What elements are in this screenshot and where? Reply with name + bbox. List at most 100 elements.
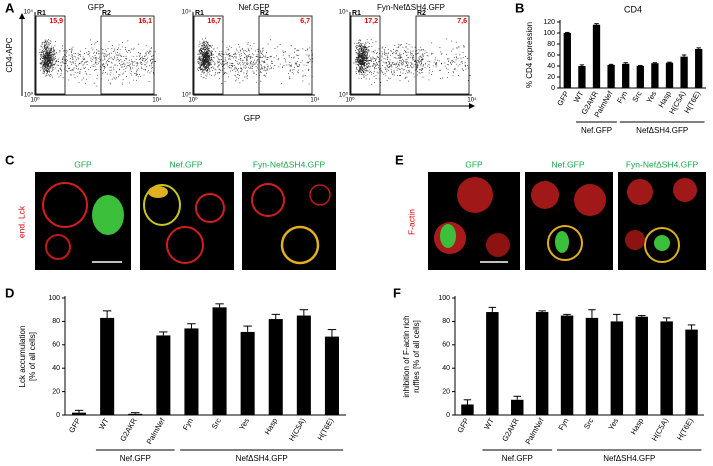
event-dot xyxy=(144,64,145,65)
event-dot xyxy=(289,57,290,58)
x-tick-label: PalmNef xyxy=(523,416,546,446)
event-dot xyxy=(237,69,238,70)
event-dot xyxy=(369,46,370,47)
event-dot xyxy=(371,61,372,62)
event-dot xyxy=(441,54,442,55)
event-dot xyxy=(404,61,405,62)
event-dot xyxy=(240,58,241,59)
event-dot xyxy=(398,68,399,69)
event-dot xyxy=(360,54,361,55)
event-dot xyxy=(411,63,412,64)
event-dot xyxy=(45,49,46,50)
event-dot xyxy=(199,63,200,64)
event-dot xyxy=(379,53,380,54)
event-dot xyxy=(458,58,459,59)
event-dot xyxy=(50,40,51,41)
event-dot xyxy=(83,68,84,69)
event-dot xyxy=(102,73,103,74)
event-dot xyxy=(210,45,211,46)
event-dot xyxy=(386,55,387,56)
event-dot xyxy=(375,60,376,61)
event-dot xyxy=(209,66,210,67)
event-dot xyxy=(50,65,51,66)
event-dot xyxy=(304,65,305,66)
event-dot xyxy=(391,67,392,68)
event-dot xyxy=(371,46,372,47)
event-dot xyxy=(200,66,201,67)
y-tick-label: 60 xyxy=(52,342,60,349)
event-dot xyxy=(307,49,308,50)
event-dot xyxy=(66,63,67,64)
event-dot xyxy=(90,74,91,75)
event-dot xyxy=(461,62,462,63)
event-dot xyxy=(201,64,202,65)
event-dot xyxy=(47,71,48,72)
bar xyxy=(586,318,598,415)
event-dot xyxy=(456,57,457,58)
event-dot xyxy=(360,48,361,49)
event-dot xyxy=(123,79,124,80)
event-dot xyxy=(450,62,451,63)
event-dot xyxy=(230,56,231,57)
event-dot xyxy=(407,72,408,73)
event-dot xyxy=(272,61,273,62)
event-dot xyxy=(265,67,266,68)
event-dot xyxy=(376,53,377,54)
event-dot xyxy=(106,63,107,64)
event-dot xyxy=(50,54,51,55)
error-bar xyxy=(653,63,657,64)
event-dot xyxy=(246,77,247,78)
event-dot xyxy=(382,72,383,73)
event-dot xyxy=(145,53,146,54)
event-dot xyxy=(239,55,240,56)
image-title: Nef.GFP xyxy=(551,159,584,169)
event-dot xyxy=(413,68,414,69)
event-dot xyxy=(418,65,419,66)
event-dot xyxy=(137,65,138,66)
event-dot xyxy=(356,59,357,60)
event-dot xyxy=(139,59,140,60)
event-dot xyxy=(114,50,115,51)
event-dot xyxy=(361,78,362,79)
event-dot xyxy=(205,59,206,60)
event-dot xyxy=(88,54,89,55)
event-dot xyxy=(239,63,240,64)
event-dot xyxy=(135,73,136,74)
event-dot xyxy=(369,51,370,52)
event-dot xyxy=(64,60,65,61)
event-dot xyxy=(224,72,225,73)
event-dot xyxy=(99,53,100,54)
event-dot xyxy=(384,49,385,50)
event-dot xyxy=(130,64,131,65)
tick-label: 10⁴ xyxy=(310,97,320,104)
event-dot xyxy=(71,75,72,76)
event-dot xyxy=(112,48,113,49)
event-dot xyxy=(51,71,52,72)
event-dot xyxy=(198,63,199,64)
gate-name: R2 xyxy=(260,10,269,17)
event-dot xyxy=(43,69,44,70)
event-dot xyxy=(401,57,402,58)
event-dot xyxy=(364,74,365,75)
bar xyxy=(325,337,339,415)
event-dot xyxy=(358,56,359,57)
event-dot xyxy=(118,59,119,60)
event-dot xyxy=(206,66,207,67)
event-dot xyxy=(200,68,201,69)
event-dot xyxy=(446,68,447,69)
event-dot xyxy=(218,59,219,60)
event-dot xyxy=(131,61,132,62)
event-dot xyxy=(361,44,362,45)
event-dot xyxy=(44,64,45,65)
event-dot xyxy=(208,63,209,64)
event-dot xyxy=(111,57,112,58)
event-dot xyxy=(244,73,245,74)
event-dot xyxy=(60,68,61,69)
event-dot xyxy=(412,58,413,59)
event-dot xyxy=(67,51,68,52)
event-dot xyxy=(134,48,135,49)
event-dot xyxy=(47,59,48,60)
event-dot xyxy=(205,58,206,59)
event-dot xyxy=(237,74,238,75)
event-dot xyxy=(359,48,360,49)
